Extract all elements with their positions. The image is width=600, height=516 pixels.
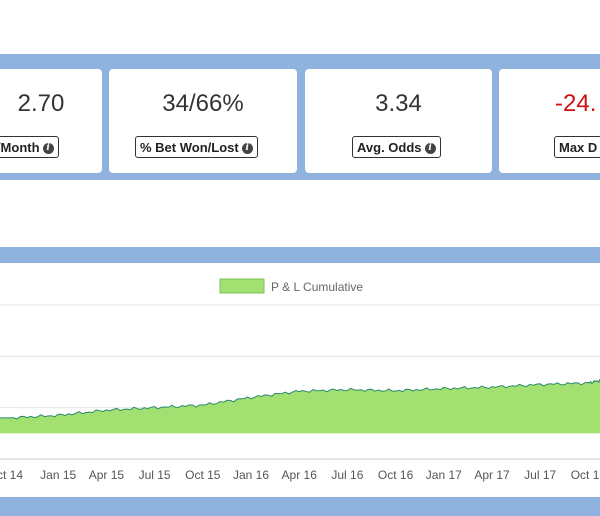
stat-label-text: % Bet Won/Lost <box>140 140 239 155</box>
stat-value: 34/66% <box>162 90 244 117</box>
pl-cumulative-chart: ct 14 Jan 15 Apr 15 Jul 15 Oct 15 Jan 16 Apr 1… <box>0 278 600 482</box>
x-tick-label: Jan 15 <box>40 468 76 482</box>
stat-value: 3.34 <box>375 90 422 117</box>
info-icon[interactable]: i <box>42 143 54 155</box>
stat-label-text: Avg. Odds <box>357 140 422 155</box>
pl-cumulative-area <box>0 379 600 434</box>
stat-label-button[interactable]: Avg. Odds i <box>352 136 441 158</box>
stat-value: 2.70 <box>17 90 65 117</box>
x-tick-label: Jul 17 <box>524 468 556 482</box>
pl-cumulative-line <box>0 378 600 420</box>
legend-swatch[interactable] <box>219 278 265 294</box>
x-tick-label: Oct 15 <box>185 468 221 482</box>
stat-label-button[interactable]: % Bet Won/Lost i <box>135 136 258 158</box>
x-tick-label: Jan 16 <box>233 468 269 482</box>
stat-card-max-drawdown: -24. Max D <box>499 69 600 173</box>
stat-value: -24. <box>555 90 597 117</box>
x-tick-label: Jul 16 <box>331 468 363 482</box>
stat-label-text: L/Month <box>0 140 40 155</box>
chart-band-bottom <box>0 497 600 516</box>
x-tick-label: Apr 16 <box>282 468 318 482</box>
stat-label-button[interactable]: Max D <box>554 136 600 158</box>
chart-band-top <box>0 247 600 263</box>
info-icon[interactable]: i <box>241 143 253 155</box>
x-tick-label: Jan 17 <box>426 468 462 482</box>
x-tick-label: Oct 16 <box>378 468 414 482</box>
legend-label[interactable]: P & L Cumulative <box>271 280 363 294</box>
x-tick-label: ct 14 <box>0 468 23 482</box>
stat-card-bet-won-lost: 34/66% % Bet Won/Lost i <box>109 69 297 173</box>
x-tick-label: Apr 17 <box>474 468 510 482</box>
stat-label-text: Max D <box>559 140 598 155</box>
chart-panel: ct 14 Jan 15 Apr 15 Jul 15 Oct 15 Jan 16 Apr 1… <box>0 263 600 497</box>
x-tick-label: Apr 15 <box>89 468 125 482</box>
x-tick-label: Jul 15 <box>139 468 171 482</box>
stat-card-avg-odds: 3.34 Avg. Odds i <box>305 69 492 173</box>
info-icon[interactable]: i <box>424 143 436 155</box>
x-tick-label: Oct 17 <box>571 468 600 482</box>
